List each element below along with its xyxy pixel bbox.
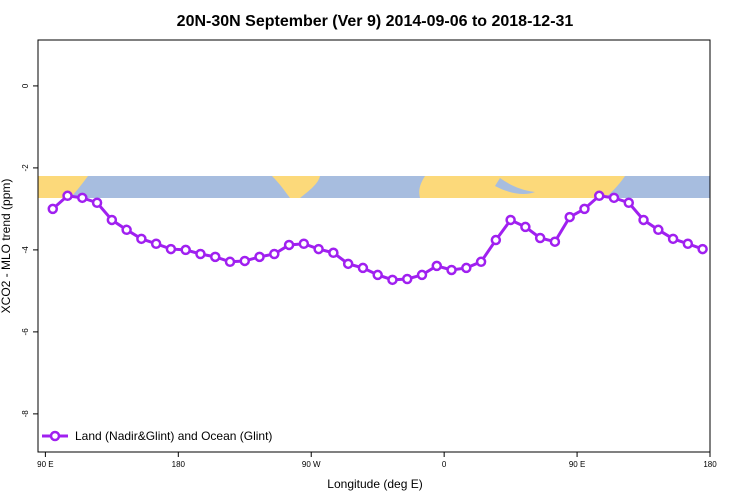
chart-title: 20N-30N September (Ver 9) 2014-09-06 to … <box>177 13 574 30</box>
data-point <box>47 203 59 215</box>
data-point <box>520 221 531 233</box>
data-point <box>62 190 73 202</box>
y-tick-label: -6 <box>21 328 30 336</box>
data-point <box>564 211 575 223</box>
data-point <box>653 224 664 236</box>
data-point <box>608 192 620 204</box>
x-tick-label: 0 <box>442 460 447 469</box>
data-point <box>357 262 369 274</box>
data-point <box>579 203 590 215</box>
data-point <box>549 236 561 247</box>
legend-label: Land (Nadir&Glint) and Ocean (Glint) <box>75 429 272 443</box>
map-strip <box>38 176 710 198</box>
data-point <box>490 234 502 246</box>
data-point <box>534 232 546 244</box>
data-point <box>180 244 191 256</box>
data-point <box>431 260 443 272</box>
data-point <box>150 238 162 249</box>
data-point <box>623 197 635 209</box>
data-point <box>254 251 265 263</box>
y-tick-label: -2 <box>21 164 30 172</box>
data-point <box>372 269 383 281</box>
data-point <box>239 255 251 267</box>
x-axis-label: Longitude (deg E) <box>327 477 422 491</box>
data-point <box>283 239 295 251</box>
data-point <box>667 233 679 245</box>
data-point <box>313 243 324 255</box>
x-tick-label: 90 E <box>569 460 585 469</box>
series-line <box>51 194 704 282</box>
data-point <box>593 190 605 202</box>
data-point <box>446 264 457 276</box>
data-point <box>401 273 413 285</box>
data-point <box>91 197 103 209</box>
data-point <box>136 233 147 245</box>
y-tick-label: 0 <box>21 83 30 88</box>
y-tick-label: -4 <box>21 246 30 254</box>
data-point <box>328 247 339 259</box>
data-point <box>77 192 88 204</box>
plot-frame <box>37 39 711 453</box>
data-point <box>638 214 649 226</box>
data-point <box>387 274 398 286</box>
data-point <box>224 256 236 268</box>
data-point <box>697 243 708 255</box>
y-axis-label: XCO2 - MLO trend (ppm) <box>0 179 13 314</box>
data-point <box>195 248 206 260</box>
x-tick-label: 90 E <box>37 460 53 469</box>
x-tick-label: 180 <box>703 460 717 469</box>
data-point <box>121 224 132 236</box>
data-point <box>505 214 516 226</box>
legend-marker <box>49 430 61 442</box>
x-tick-label: 90 W <box>302 460 321 469</box>
x-tick-label: 180 <box>172 460 186 469</box>
data-point <box>682 238 694 249</box>
data-point <box>165 243 177 255</box>
data-point <box>461 262 472 274</box>
data-point <box>209 251 221 263</box>
y-tick-label: -8 <box>21 410 30 418</box>
data-point <box>106 214 118 226</box>
data-point <box>416 269 428 281</box>
data-point <box>298 238 310 249</box>
data-point <box>475 256 487 268</box>
data-point <box>342 258 354 270</box>
data-point <box>269 248 280 260</box>
